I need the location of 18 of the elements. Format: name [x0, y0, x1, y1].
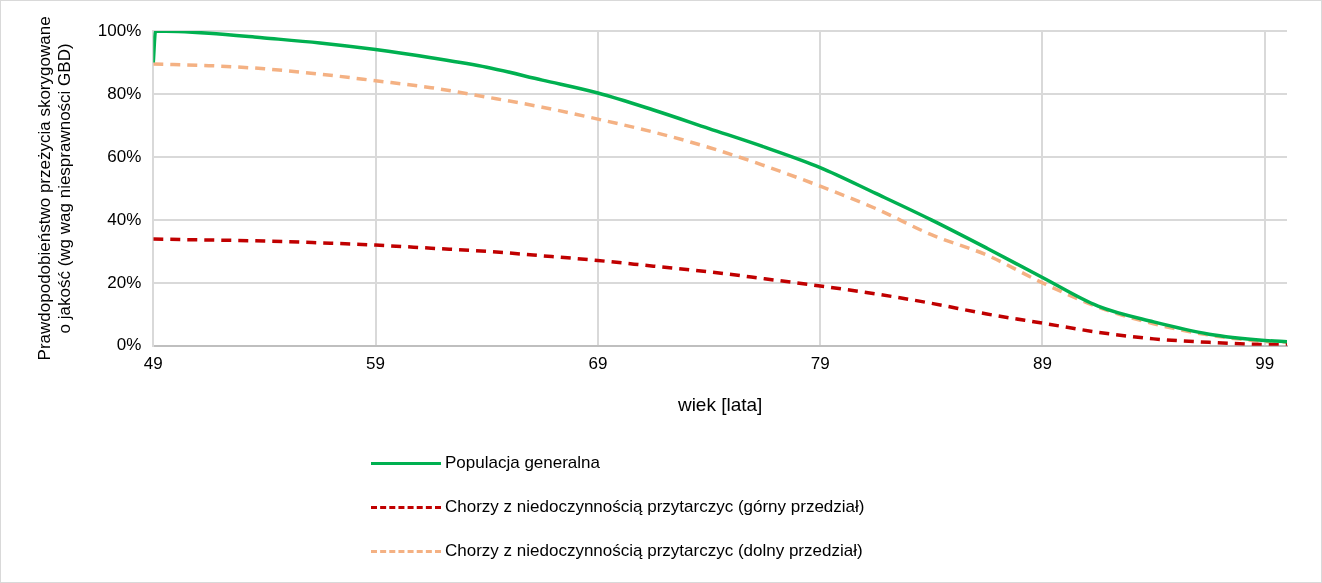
legend-label: Populacja generalna [445, 453, 601, 473]
x-tick-label: 99 [1255, 353, 1275, 373]
y-axis-title: Prawdopodobieństwo przeżycia skorygowane o jakość (wg wag niesprawności GBD) [34, 16, 75, 361]
legend-label: Chorzy z niedoczynnością przytarczyc (dolny przedział) [445, 541, 863, 561]
line-series [153, 237, 1287, 346]
x-tick-label: 59 [366, 353, 386, 373]
y-tick-label: 60% [107, 146, 142, 166]
x-axis-title: wiek [lata] [676, 393, 763, 415]
y-tick-label: 100% [97, 20, 142, 40]
y-tick-label: 40% [107, 209, 142, 229]
x-tick-label: 49 [143, 353, 163, 373]
y-tick-label: 20% [107, 272, 142, 292]
y-tick-label: 0% [116, 335, 142, 355]
legend-label: Chorzy z niedoczynnością przytarczyc (górny przedział) [445, 497, 865, 517]
x-tick-label: 79 [810, 353, 830, 373]
x-tick-label: 69 [588, 353, 608, 373]
y-tick-label: 80% [107, 83, 142, 103]
x-tick-label: 89 [1033, 353, 1052, 373]
